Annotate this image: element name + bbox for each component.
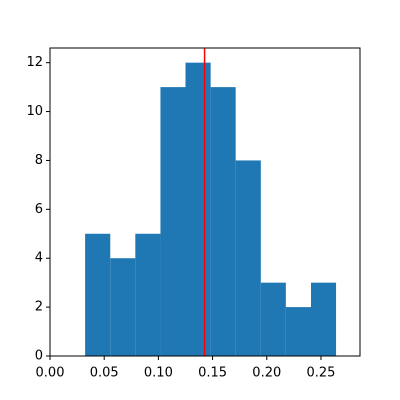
bar <box>285 307 312 356</box>
bar <box>210 87 236 356</box>
y-tick-label: 2 <box>35 300 43 315</box>
x-tick-label: 0.00 <box>36 366 65 381</box>
x-tick-label: 0.05 <box>90 366 119 381</box>
x-tick-label: 0.10 <box>144 366 173 381</box>
x-tick-label: 0.20 <box>252 366 281 381</box>
x-tick-label: 0.25 <box>307 366 336 381</box>
bar <box>160 87 186 356</box>
bar <box>85 233 111 356</box>
axes-frame <box>49 47 361 357</box>
y-tick-label: 10 <box>26 104 43 119</box>
bar <box>260 282 286 356</box>
bar <box>185 62 211 357</box>
bar <box>110 258 136 356</box>
y-tick-label: 6 <box>35 202 43 217</box>
y-tick-label: 8 <box>35 153 43 168</box>
y-tick-label: 4 <box>35 251 43 266</box>
y-tick-label: 12 <box>26 55 43 70</box>
bar <box>311 282 337 356</box>
bar <box>235 160 261 356</box>
x-tick-label: 0.15 <box>198 366 227 381</box>
bar <box>135 233 161 356</box>
y-tick-label: 0 <box>35 349 43 364</box>
